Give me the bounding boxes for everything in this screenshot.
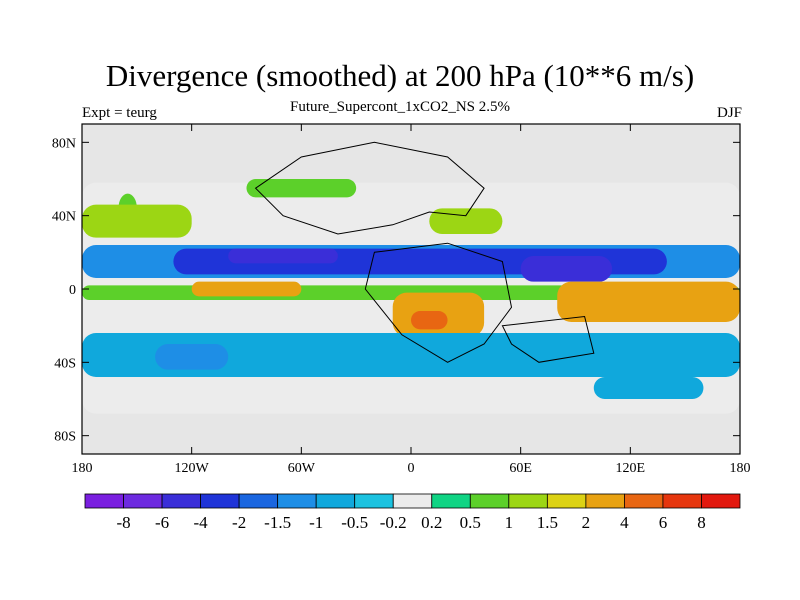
colorbar-label: 1 — [505, 513, 514, 532]
field-region — [155, 344, 229, 370]
colorbar-swatch — [123, 493, 163, 509]
season-label: DJF — [716, 105, 742, 121]
field-region — [411, 311, 448, 330]
colorbar-label: 1.5 — [537, 513, 558, 532]
colorbar-swatch — [238, 493, 279, 509]
colorbar-swatch — [546, 493, 587, 509]
colorbar-label: -1 — [309, 513, 323, 532]
colorbar-label: 4 — [620, 513, 629, 532]
field-region — [191, 281, 302, 297]
x-axis: 180 120W 60W 0 60E 120E 180 — [72, 124, 751, 476]
colorbar-swatch — [701, 493, 741, 509]
colorbar-label: 0.2 — [421, 513, 442, 532]
colorbar-label: -0.2 — [380, 513, 407, 532]
colorbar-swatch — [469, 493, 510, 509]
x-tick-label: 180 — [72, 461, 93, 476]
colorbar-swatch — [84, 493, 124, 509]
colorbar-swatch — [431, 493, 471, 509]
colorbar-label: -8 — [116, 513, 130, 532]
coastline — [364, 242, 513, 363]
y-tick-label: 40S — [54, 356, 76, 371]
continent-outlines — [254, 141, 595, 363]
coastline — [254, 141, 485, 235]
colorbar-label: -0.5 — [341, 513, 368, 532]
x-tick-label: 120W — [175, 461, 210, 476]
field-region — [246, 179, 357, 198]
x-tick-label: 60W — [288, 461, 316, 476]
colorbar-label: -2 — [232, 513, 246, 532]
x-tick-label: 60E — [509, 461, 532, 476]
colorbar-swatch — [624, 493, 664, 509]
colorbar-swatch — [161, 493, 201, 509]
colorbar-swatch — [315, 493, 356, 509]
x-tick-label: 180 — [730, 461, 751, 476]
field-region — [228, 248, 338, 264]
colorbar-swatch — [662, 493, 702, 509]
colorbar-swatch — [508, 493, 548, 509]
colorbar-swatch — [585, 493, 625, 509]
y-tick-label: 0 — [69, 283, 76, 298]
colorbar-label: -4 — [194, 513, 209, 532]
colorbar-swatch — [392, 493, 433, 509]
colorbar-label: 6 — [659, 513, 668, 532]
x-tick-label: 120E — [616, 461, 646, 476]
colorbar-label: 2 — [582, 513, 591, 532]
colorbar-label: -6 — [155, 513, 169, 532]
map-field — [82, 124, 740, 454]
field-region — [429, 208, 503, 234]
colorbar-swatch — [354, 493, 394, 509]
field-region — [82, 204, 192, 238]
x-tick-label: 0 — [408, 461, 415, 476]
y-axis: 80N 40N 0 40S 80S — [52, 136, 740, 445]
colorbar-label: 0.5 — [460, 513, 481, 532]
colorbar-label: 8 — [697, 513, 706, 532]
chart-subtitle: Future_Supercont_1xCO2_NS 2.5% — [290, 99, 510, 115]
field-region — [557, 281, 740, 322]
coastline — [501, 315, 595, 363]
field-region — [337, 340, 521, 355]
field-region — [593, 377, 704, 399]
chart-title: Divergence (smoothed) at 200 hPa (10**6 … — [105, 58, 695, 93]
experiment-label: Expt = teurg — [82, 105, 157, 121]
colorbar-swatch — [200, 493, 240, 509]
y-tick-label: 80N — [52, 136, 76, 151]
field-region — [520, 256, 613, 282]
y-tick-label: 80S — [54, 430, 76, 445]
colorbar-swatch — [277, 493, 317, 509]
y-tick-label: 40N — [52, 210, 76, 225]
colorbar-label: -1.5 — [264, 513, 291, 532]
colorbar: -8 -6 -4 -2 -1.5 -1 -0.5 -0.2 0.2 0.5 1 1.5 2 4 6 8 — [84, 493, 741, 532]
